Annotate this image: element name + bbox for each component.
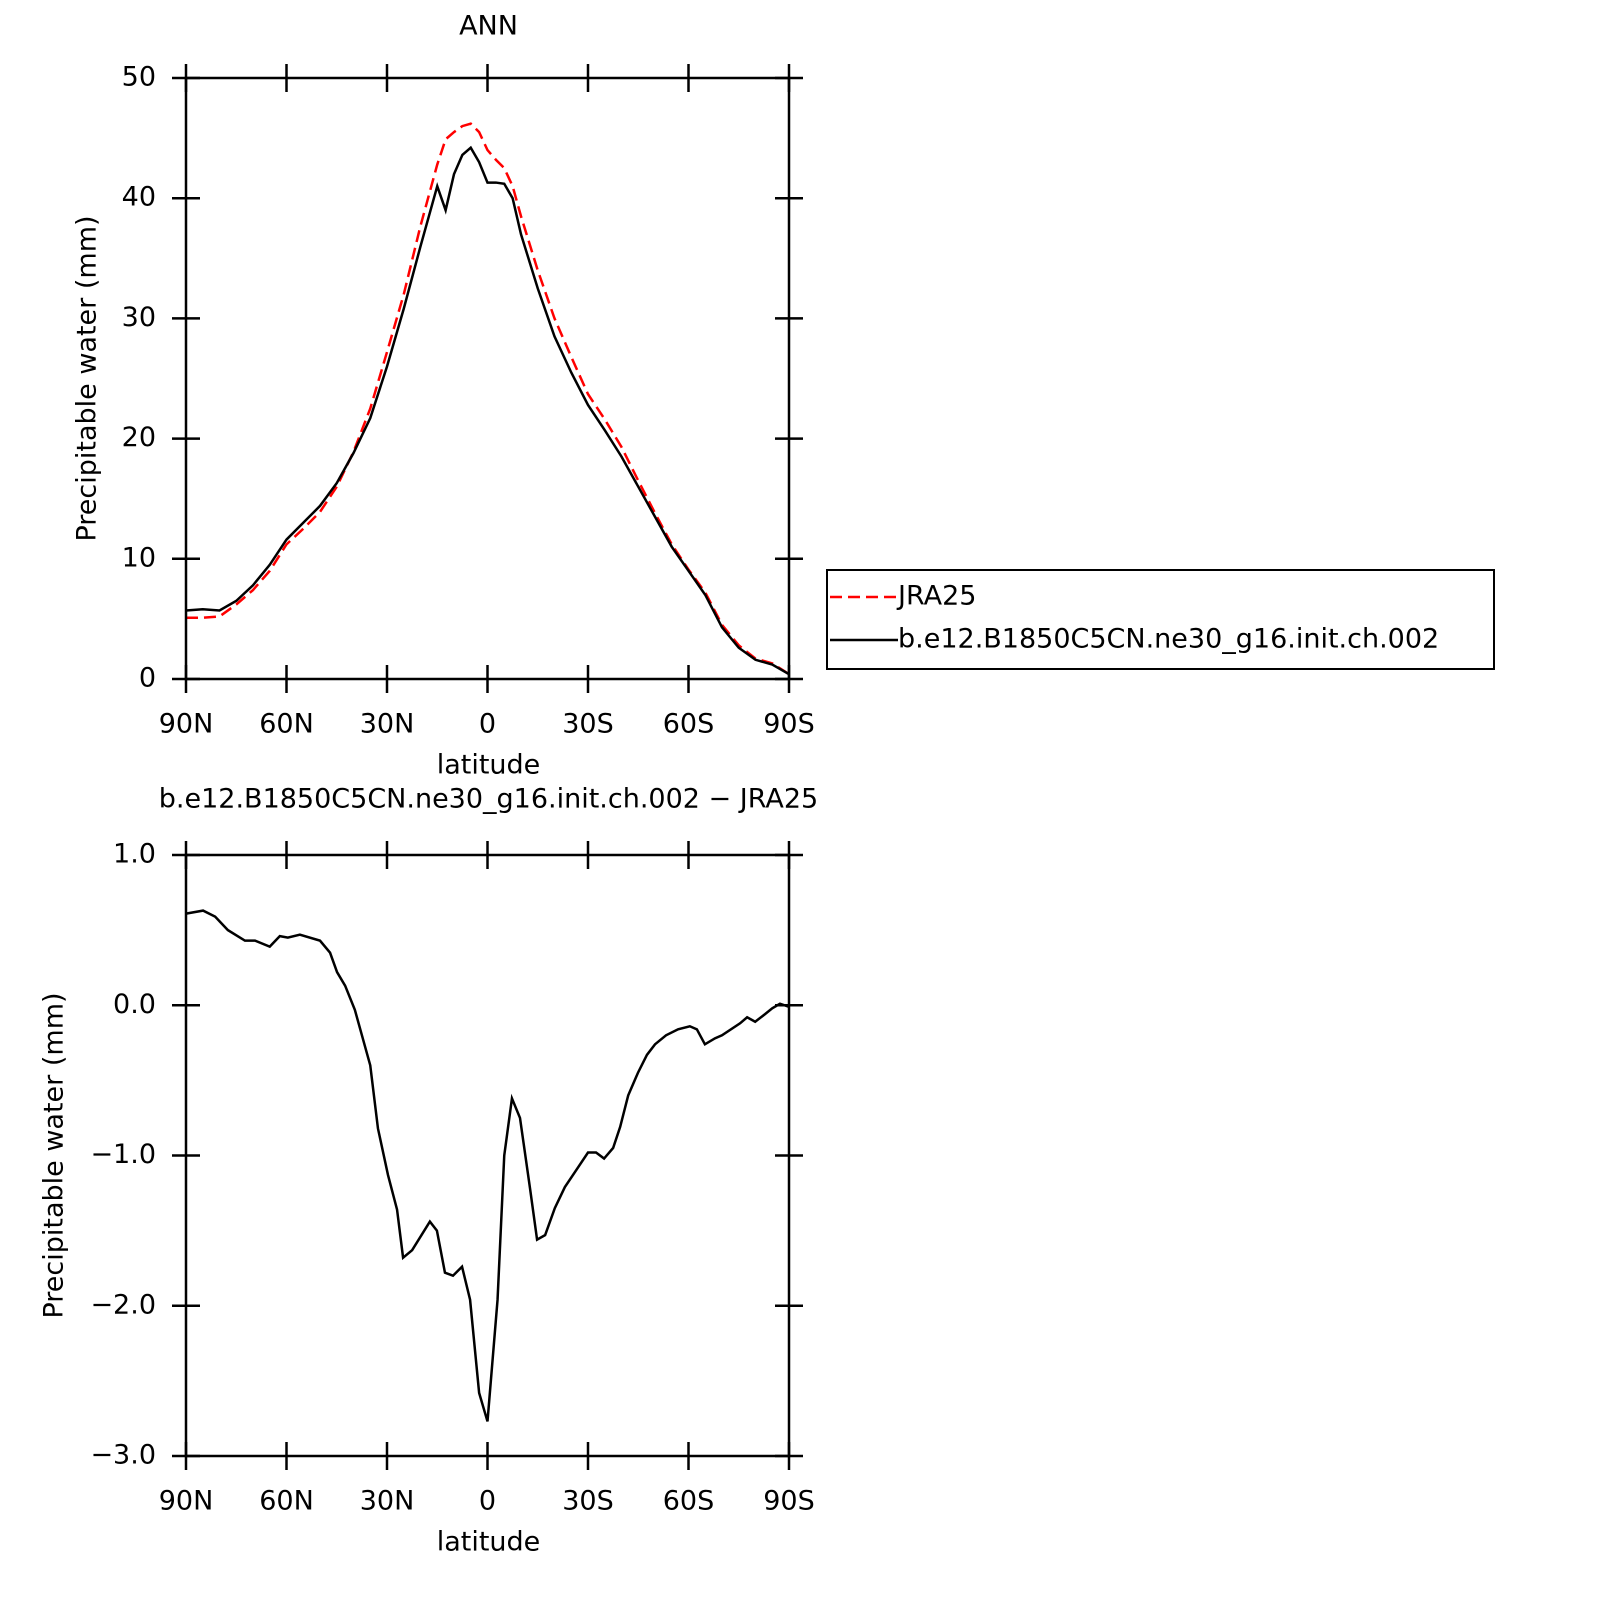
x-axis-label: latitude [437,1527,541,1558]
y-tick-label: 1.0 [113,839,156,870]
y-tick-label: 40 [122,182,156,213]
x-tick-label: 0 [479,709,496,740]
data-line [185,909,790,1422]
x-tick-label: 0 [479,1486,496,1517]
y-tick-label: −2.0 [90,1289,156,1320]
y-tick-label: 0 [139,663,156,694]
chart-title: ANN [459,11,518,42]
x-tick-label: 30N [360,709,415,740]
y-tick-label: 10 [122,542,156,573]
y-tick-label: 50 [122,62,156,93]
y-tick-label: −3.0 [90,1440,156,1471]
y-axis-label: Precipitable water (mm) [72,215,103,541]
y-tick-label: 20 [122,422,156,453]
x-tick-label: 30S [562,709,614,740]
x-tick-label: 90S [763,1486,815,1517]
x-tick-label: 60N [259,709,314,740]
y-tick-label: 30 [122,302,156,333]
x-tick-label: 30S [562,1486,614,1517]
chart-title: b.e12.B1850C5CN.ne30_g16.init.ch.002 − J… [159,784,818,815]
x-tick-label: 60N [259,1486,314,1517]
x-tick-label: 60S [663,1486,715,1517]
y-tick-label: 0.0 [113,989,156,1020]
x-tick-label: 90N [159,709,214,740]
y-axis-label: Precipitable water (mm) [39,992,70,1318]
plot-frame [184,853,791,1458]
data-line [186,122,790,676]
x-tick-label: 90S [763,709,815,740]
x-tick-label: 60S [663,709,715,740]
x-tick-label: 90N [159,1486,214,1517]
legend-box [826,569,1495,670]
x-tick-label: 30N [360,1486,415,1517]
plot-frame [184,76,791,681]
data-line [185,145,790,676]
x-axis-label: latitude [437,750,541,781]
legend-label: b.e12.B1850C5CN.ne30_g16.init.ch.002 [898,624,1439,655]
legend-label: JRA25 [896,581,976,612]
y-tick-label: −1.0 [90,1139,156,1170]
